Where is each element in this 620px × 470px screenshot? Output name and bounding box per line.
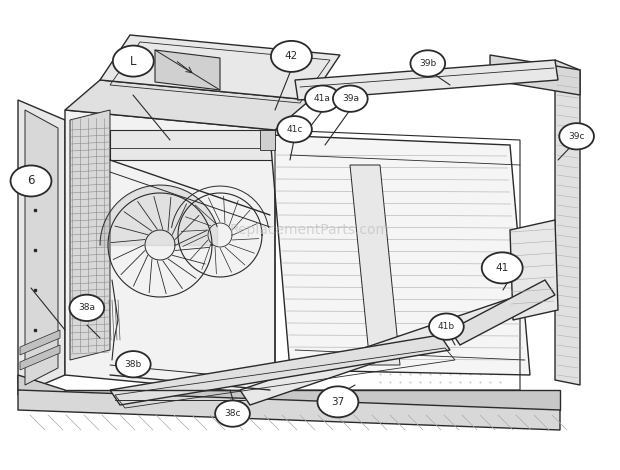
Text: ReplacementParts.com: ReplacementParts.com: [230, 223, 390, 237]
Polygon shape: [18, 390, 560, 430]
Polygon shape: [555, 60, 580, 385]
Circle shape: [277, 116, 312, 142]
Polygon shape: [240, 290, 545, 405]
Polygon shape: [155, 50, 220, 90]
Polygon shape: [70, 110, 110, 360]
Polygon shape: [510, 220, 558, 320]
Text: 38c: 38c: [224, 409, 241, 418]
Text: 42: 42: [285, 51, 298, 62]
Polygon shape: [65, 110, 275, 395]
Polygon shape: [110, 335, 450, 405]
Polygon shape: [18, 100, 65, 395]
Circle shape: [69, 295, 104, 321]
Polygon shape: [20, 345, 60, 370]
Text: 41c: 41c: [286, 125, 303, 134]
Polygon shape: [25, 110, 58, 385]
Circle shape: [305, 86, 340, 112]
Polygon shape: [450, 280, 555, 345]
Polygon shape: [20, 330, 60, 355]
Polygon shape: [260, 130, 275, 150]
Text: L: L: [130, 55, 136, 68]
Polygon shape: [295, 60, 558, 100]
Text: 6: 6: [27, 174, 35, 188]
Polygon shape: [65, 80, 310, 130]
Circle shape: [113, 46, 154, 77]
Text: 41b: 41b: [438, 322, 455, 331]
Text: 37: 37: [331, 397, 345, 407]
Text: 39a: 39a: [342, 94, 359, 103]
Text: 39c: 39c: [569, 132, 585, 141]
Polygon shape: [490, 55, 580, 95]
Polygon shape: [270, 135, 530, 375]
Circle shape: [116, 351, 151, 377]
Circle shape: [317, 386, 358, 417]
Text: 41: 41: [495, 263, 509, 273]
Text: 38a: 38a: [78, 303, 95, 313]
Text: 41a: 41a: [314, 94, 331, 103]
Circle shape: [333, 86, 368, 112]
Polygon shape: [18, 375, 65, 405]
Polygon shape: [350, 165, 400, 365]
Text: 38b: 38b: [125, 360, 142, 369]
Circle shape: [482, 252, 523, 283]
Circle shape: [11, 165, 51, 196]
Circle shape: [429, 313, 464, 340]
Polygon shape: [110, 130, 275, 160]
Polygon shape: [100, 35, 340, 100]
Polygon shape: [65, 390, 560, 410]
Circle shape: [559, 123, 594, 149]
Circle shape: [215, 400, 250, 427]
Circle shape: [410, 50, 445, 77]
Circle shape: [271, 41, 312, 72]
Text: 39b: 39b: [419, 59, 436, 68]
